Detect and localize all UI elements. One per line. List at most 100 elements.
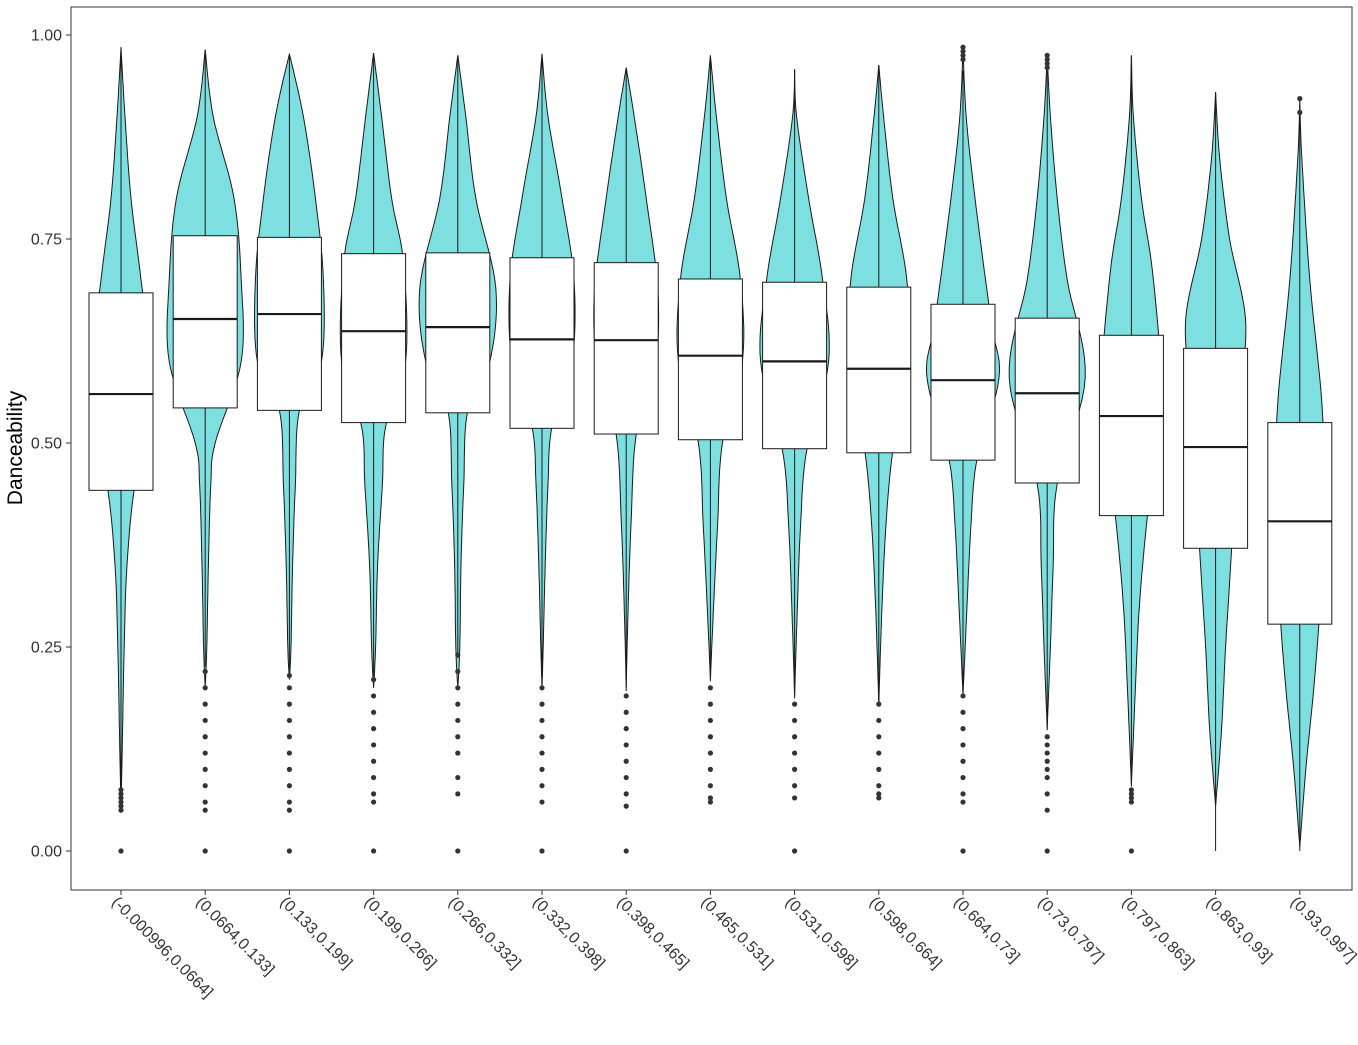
- category-group: [1098, 55, 1164, 854]
- outlier-point: [876, 795, 882, 801]
- outlier-point: [960, 848, 966, 854]
- outlier-point: [202, 848, 208, 854]
- outlier-point: [539, 734, 545, 740]
- outlier-point: [371, 848, 377, 854]
- outlier-point: [539, 799, 545, 805]
- category-group: [508, 53, 576, 854]
- category-group: [1008, 52, 1086, 854]
- outlier-point: [876, 783, 882, 789]
- outlier-point: [707, 750, 714, 756]
- outlier-point: [118, 791, 124, 797]
- x-tick-label: (0.398,0.465]: [613, 894, 692, 973]
- outlier-point: [202, 799, 208, 805]
- outlier-point: [1044, 65, 1050, 71]
- outlier-point: [202, 701, 208, 707]
- outlier-point: [202, 717, 208, 724]
- category-group: [925, 44, 1001, 854]
- outlier-point: [1128, 787, 1134, 793]
- outlier-point: [286, 799, 292, 805]
- outlier-point: [792, 795, 798, 801]
- x-tick-label: (0.0664,0.133]: [192, 894, 277, 979]
- outlier-point: [1044, 774, 1050, 781]
- outlier-point: [539, 766, 545, 773]
- outlier-point: [960, 693, 966, 699]
- outlier-point: [371, 791, 377, 797]
- box: [341, 253, 407, 424]
- y-tick-label: 0.75: [31, 232, 62, 249]
- outlier-point: [539, 701, 545, 707]
- outlier-point: [455, 717, 461, 724]
- outlier-point: [960, 742, 966, 748]
- outlier-point: [1044, 734, 1050, 740]
- outlier-point: [707, 685, 714, 691]
- outlier-point: [1128, 795, 1134, 801]
- outlier-point: [286, 672, 292, 679]
- outlier-point: [960, 52, 966, 59]
- outlier-point: [286, 783, 292, 789]
- outlier-point: [1044, 742, 1050, 748]
- outlier-point: [118, 807, 124, 813]
- outlier-point: [286, 685, 292, 691]
- outlier-point: [792, 717, 798, 724]
- outlier-point: [539, 848, 545, 854]
- outlier-point: [707, 766, 714, 773]
- outlier-point: [202, 685, 208, 691]
- outlier-point: [455, 791, 461, 797]
- outlier-point: [960, 726, 966, 732]
- x-tick-label: (0.73,0.797]: [1034, 894, 1106, 966]
- outlier-point: [1044, 848, 1050, 854]
- box: [677, 278, 743, 441]
- box: [1014, 317, 1080, 484]
- outlier-point: [286, 701, 292, 707]
- x-tick-label: (0.199,0.266]: [361, 894, 440, 973]
- outlier-point: [286, 750, 292, 756]
- outlier-point: [792, 766, 798, 773]
- x-tick-label: (0.797,0.863]: [1119, 894, 1198, 973]
- outlier-point: [792, 750, 798, 756]
- x-tick-label: (0.664,0.73]: [950, 894, 1022, 966]
- outlier-point: [455, 774, 461, 781]
- outlier-point: [1128, 799, 1134, 805]
- box: [509, 257, 575, 429]
- category-group: [676, 55, 745, 805]
- outlier-point: [1044, 766, 1050, 773]
- outlier-point: [960, 774, 966, 781]
- outlier-point: [623, 803, 629, 809]
- outlier-point: [371, 693, 377, 699]
- category-group: [1183, 92, 1249, 851]
- box: [846, 286, 912, 454]
- outlier-point: [960, 799, 966, 805]
- outlier-point: [202, 734, 208, 740]
- outlier-point: [371, 709, 377, 715]
- x-axis: (-0.000996,0.0664](0.0664,0.133] (0.133,0…: [108, 890, 1358, 1001]
- outlier-point: [455, 668, 461, 675]
- x-tick-label: (0.93,0.997]: [1287, 894, 1358, 966]
- outlier-point: [539, 717, 545, 724]
- box: [1267, 422, 1333, 625]
- outlier-point: [1128, 791, 1134, 797]
- outlier-point: [455, 734, 461, 740]
- outlier-point: [118, 848, 124, 854]
- outlier-point: [960, 44, 966, 50]
- outlier-point: [286, 717, 292, 724]
- outlier-point: [539, 685, 545, 691]
- outlier-point: [792, 783, 798, 789]
- outlier-point: [1044, 56, 1050, 63]
- outlier-point: [371, 774, 377, 781]
- category-group: [846, 65, 912, 801]
- box: [172, 235, 238, 409]
- outlier-point: [792, 701, 798, 707]
- box: [425, 252, 491, 414]
- outlier-point: [118, 795, 124, 801]
- category-group: [88, 47, 154, 854]
- outlier-point: [876, 701, 882, 707]
- x-tick-label: (0.133,0.199]: [277, 894, 356, 973]
- outlier-point: [623, 774, 629, 781]
- outlier-point: [371, 677, 377, 683]
- category-group: [759, 69, 830, 854]
- outlier-point: [539, 750, 545, 756]
- plot-marks: [88, 44, 1333, 854]
- box: [1098, 334, 1164, 517]
- category-group: [254, 53, 325, 854]
- outlier-point: [202, 766, 208, 773]
